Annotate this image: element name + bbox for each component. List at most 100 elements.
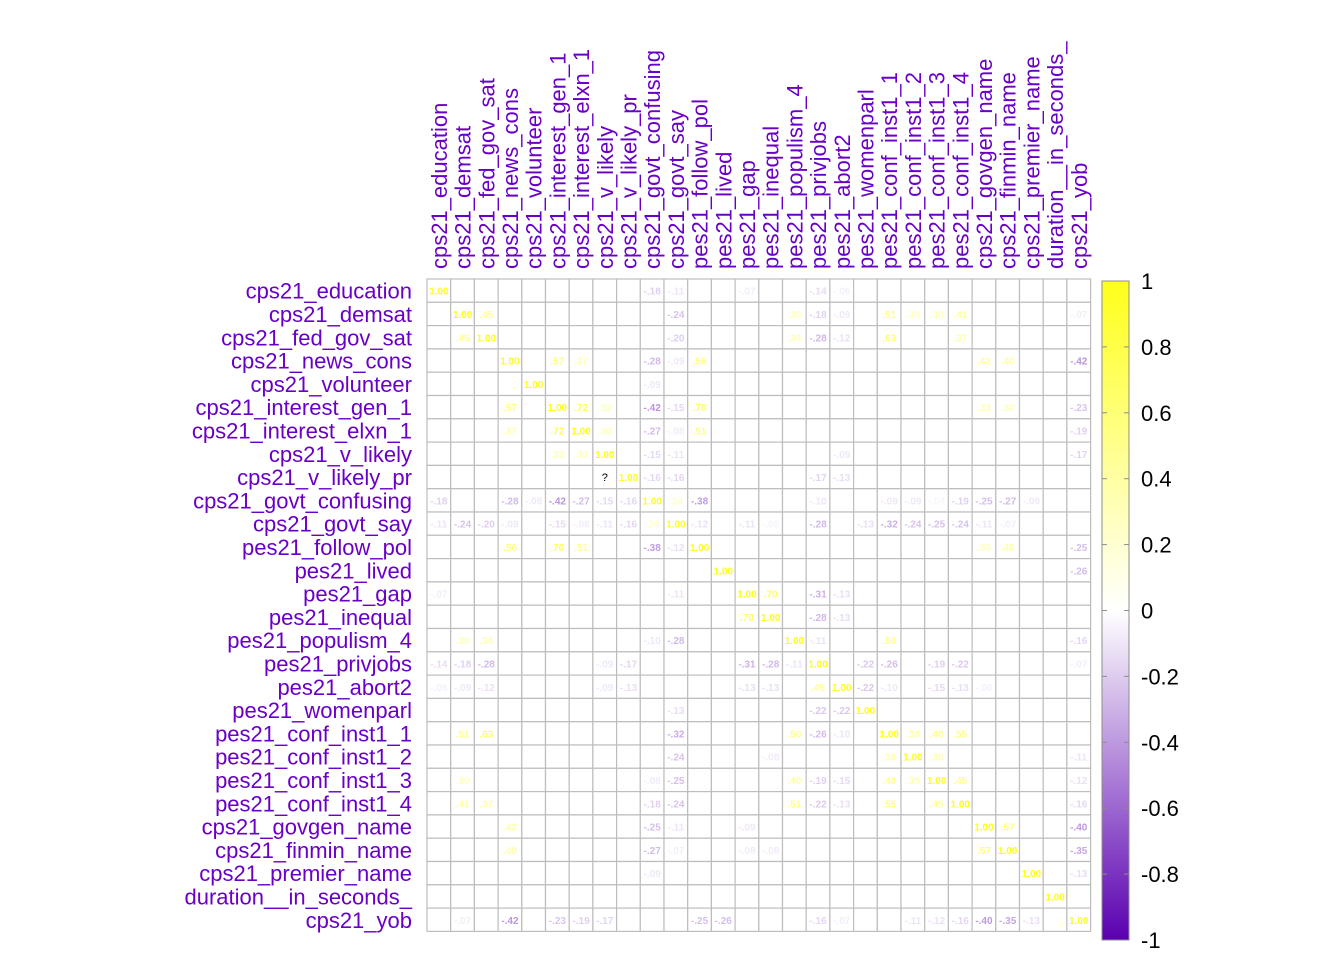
row-label: pes21_conf_inst1_3	[215, 768, 412, 793]
colorbar-tick-label: -1	[1141, 928, 1161, 953]
heatmap-cell	[592, 278, 618, 303]
heatmap-cell	[781, 557, 807, 583]
correlation-value: .40	[503, 846, 517, 857]
heatmap-cell	[900, 534, 926, 560]
heatmap-cell	[900, 278, 926, 303]
heatmap-cell	[450, 394, 476, 420]
heatmap-cell	[663, 860, 689, 886]
heatmap-cell	[734, 884, 760, 909]
column-label: cps21_volunteer	[522, 108, 547, 269]
heatmap-cell	[781, 674, 807, 699]
heatmap-cell	[592, 767, 618, 793]
heatmap-cell	[876, 837, 902, 863]
heatmap-cell	[663, 604, 689, 630]
heatmap-cell	[473, 418, 499, 443]
colorbar-tick-label: -0.6	[1141, 796, 1179, 821]
heatmap-cell	[568, 674, 594, 699]
heatmap-cell	[521, 860, 547, 886]
heatmap-cell	[615, 371, 641, 397]
heatmap-cell	[852, 557, 878, 583]
correlation-value: .35	[930, 753, 944, 764]
heatmap-cell	[710, 488, 736, 513]
heatmap-cell	[615, 790, 641, 816]
heatmap-cell	[781, 418, 807, 443]
heatmap-cell	[900, 557, 926, 583]
heatmap-cell	[687, 651, 713, 676]
correlation-value: .57	[503, 403, 517, 414]
heatmap-cell	[615, 814, 641, 839]
heatmap-cell	[876, 278, 902, 303]
heatmap-cell	[781, 348, 807, 373]
heatmap-cell	[521, 441, 547, 467]
heatmap-cell	[1066, 488, 1092, 513]
correlation-value: -.12	[928, 916, 946, 927]
heatmap-cell	[544, 674, 570, 699]
heatmap-cell	[1042, 860, 1068, 886]
heatmap-cell	[426, 371, 452, 397]
heatmap-cell	[592, 604, 618, 630]
correlation-value: -.24	[667, 310, 685, 321]
column-label: duration__in_seconds_	[1043, 41, 1068, 269]
heatmap-cell	[947, 418, 973, 443]
heatmap-cell	[758, 814, 784, 839]
heatmap-cell	[781, 744, 807, 769]
heatmap-cell	[734, 790, 760, 816]
heatmap-cell	[876, 884, 902, 909]
correlation-value: .33	[977, 403, 991, 414]
heatmap-cell	[852, 884, 878, 909]
heatmap-cell	[450, 418, 476, 443]
heatmap-cell	[734, 697, 760, 723]
correlation-value: -.12	[667, 543, 685, 554]
correlation-value: 1.00	[548, 403, 568, 414]
heatmap-cell	[829, 884, 855, 909]
heatmap-cell	[568, 814, 594, 839]
correlation-value: -.28	[809, 613, 827, 624]
correlation-value: .40	[1001, 357, 1015, 368]
heatmap-cell	[1066, 604, 1092, 630]
correlation-value: -.25	[975, 496, 993, 507]
heatmap-cell	[473, 348, 499, 373]
heatmap-cell	[710, 767, 736, 793]
correlation-value: -.11	[668, 590, 685, 601]
heatmap-cell	[876, 371, 902, 397]
correlation-value: -.09	[596, 659, 614, 670]
correlation-value: -.27	[999, 496, 1017, 507]
correlation-value: .51	[882, 310, 896, 321]
correlation-value: .30	[906, 310, 920, 321]
heatmap-cell	[663, 907, 689, 932]
heatmap-cell	[521, 348, 547, 373]
heatmap-cell	[687, 325, 713, 350]
correlation-value: 1.00	[524, 380, 544, 391]
row-label: cps21_premier_name	[199, 861, 412, 886]
row-label: pes21_conf_inst1_4	[215, 791, 412, 816]
heatmap-cell	[615, 767, 641, 793]
heatmap-cell	[592, 348, 618, 373]
correlation-value: -.28	[644, 357, 662, 368]
correlation-value: -.12	[833, 333, 851, 344]
heatmap-cell	[544, 464, 570, 490]
correlation-value: .42	[503, 823, 517, 834]
heatmap-cell	[426, 884, 452, 909]
heatmap-cell	[734, 721, 760, 746]
heatmap-cell	[758, 627, 784, 653]
heatmap-cell	[947, 814, 973, 839]
heatmap-cell	[450, 464, 476, 490]
heatmap-cell	[592, 627, 618, 653]
heatmap-cell	[1042, 767, 1068, 793]
heatmap-cell	[805, 557, 831, 583]
row-label: pes21_follow_pol	[242, 535, 412, 560]
heatmap-cell	[710, 278, 736, 303]
heatmap-cell	[450, 744, 476, 769]
heatmap-cell	[592, 860, 618, 886]
correlation-value: -.13	[833, 590, 851, 601]
heatmap-cell	[497, 697, 523, 723]
correlation-value: -.12	[1070, 776, 1088, 787]
correlation-value: .45	[479, 310, 493, 321]
heatmap-cell	[876, 534, 902, 560]
heatmap-cell	[544, 744, 570, 769]
heatmap-cell	[1018, 884, 1044, 909]
heatmap-cell	[568, 651, 594, 676]
heatmap-cell	[829, 488, 855, 513]
heatmap-cell	[947, 348, 973, 373]
correlation-value: -.22	[857, 659, 875, 670]
